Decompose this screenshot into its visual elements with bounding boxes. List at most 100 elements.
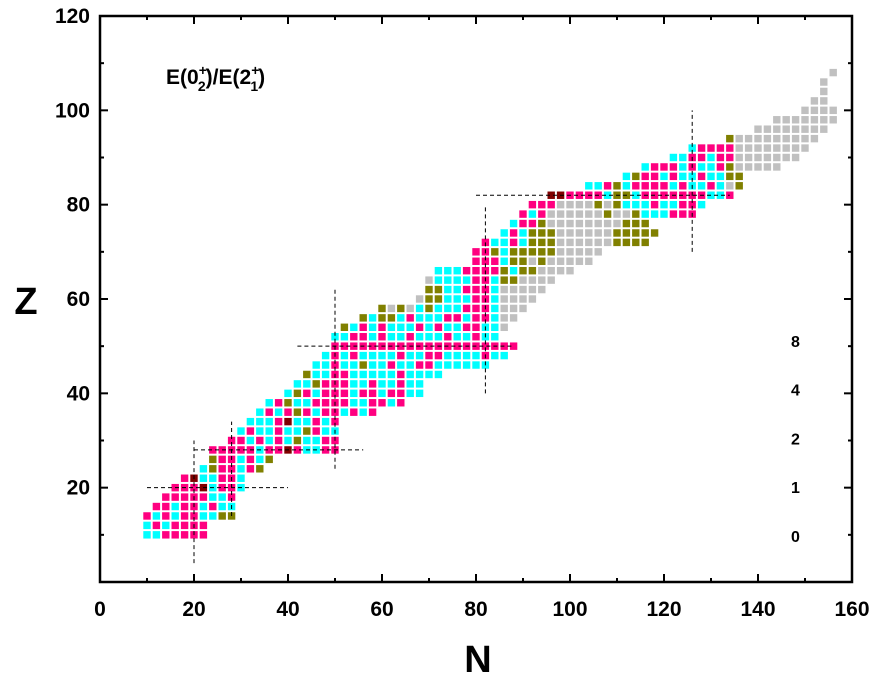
- nucleus-cell: [190, 483, 198, 492]
- nucleus-cell: [519, 304, 527, 313]
- nucleus-cell: [218, 455, 226, 464]
- nucleus-cell: [415, 351, 424, 360]
- nucleus-cell: [547, 210, 555, 218]
- nucleus-cell: [538, 210, 546, 218]
- nucleus-cell: [434, 314, 443, 322]
- nucleus-cell: [246, 417, 255, 426]
- nucleus-cell: [538, 276, 546, 284]
- nucleus-cell: [312, 408, 320, 416]
- nucleus-cell: [340, 380, 349, 388]
- nucleus-cell: [641, 238, 649, 247]
- nucleus-cell: [453, 285, 461, 294]
- nucleus-cell: [669, 200, 678, 209]
- nucleus-cell: [538, 229, 546, 237]
- nucleus-cell: [218, 465, 226, 473]
- nucleus-cell: [321, 417, 330, 426]
- nucleus-cell: [519, 210, 527, 218]
- nucleus-cell: [143, 521, 151, 530]
- x-tick-label: 80: [464, 598, 487, 621]
- nucleus-cell: [434, 285, 443, 294]
- nucleus-cell: [697, 163, 706, 171]
- nucleus-cell: [519, 295, 527, 303]
- nucleus-cell: [444, 351, 452, 360]
- nucleus-cell: [472, 333, 480, 341]
- nucleus-cell: [566, 229, 574, 237]
- nucleus-cell: [726, 144, 734, 152]
- nucleus-cell: [397, 323, 405, 332]
- nucleus-cell: [538, 238, 546, 247]
- nucleus-cell: [594, 248, 602, 256]
- nucleus-cell: [434, 370, 443, 379]
- nucleus-cell: [321, 399, 330, 407]
- nucleus-cell: [284, 436, 292, 445]
- nucleus-cell: [801, 125, 809, 133]
- nucleus-cell: [415, 370, 424, 379]
- nucleus-cell: [556, 238, 565, 247]
- nucleus-cell: [763, 144, 772, 152]
- nucleus-cell: [810, 134, 819, 143]
- y-tick-label: 100: [55, 99, 90, 122]
- nucleus-cell: [180, 493, 189, 501]
- y-tick-label: 120: [55, 5, 90, 28]
- ratio-sub: 1: [250, 78, 258, 94]
- nucleus-cell: [820, 116, 828, 124]
- nucleus-cell: [603, 182, 612, 190]
- nucleus-cell: [209, 474, 217, 482]
- nucleus-cell: [650, 229, 659, 237]
- nucleus-cell: [209, 502, 217, 511]
- nucleus-cell: [491, 257, 499, 265]
- nucleus-cell: [632, 229, 640, 237]
- nucleus-cell: [613, 219, 621, 228]
- nucleus-cell: [378, 323, 386, 332]
- nucleus-cell: [500, 229, 508, 237]
- nucleus-cell: [509, 248, 518, 256]
- nucleus-cell: [359, 361, 367, 369]
- nucleus-cell: [406, 351, 414, 360]
- nucleus-cell: [509, 229, 518, 237]
- nucleus-cell: [340, 333, 349, 341]
- nucleus-cell: [312, 370, 320, 379]
- nucleus-cell: [397, 370, 405, 379]
- nucleus-cell: [312, 427, 320, 435]
- nucleus-cell: [679, 163, 687, 171]
- nucleus-cell: [500, 285, 508, 294]
- nucleus-cell: [274, 408, 283, 416]
- nucleus-cell: [171, 521, 179, 530]
- nucleus-cell: [744, 153, 753, 162]
- nucleus-cell: [199, 465, 208, 473]
- nucleus-cell: [425, 361, 433, 369]
- nucleus-cell: [735, 153, 743, 162]
- y-tick-label: 40: [67, 382, 90, 405]
- nucleus-cell: [331, 361, 339, 369]
- legend-label: 0: [791, 529, 800, 546]
- nucleus-cell: [613, 200, 621, 209]
- nucleus-cell: [528, 229, 537, 237]
- nucleus-cell: [632, 219, 640, 228]
- nucleus-cell: [622, 182, 631, 190]
- nucleus-cell: [415, 295, 424, 303]
- nucleus-cell: [585, 257, 593, 265]
- nucleus-cell: [566, 219, 574, 228]
- nucleus-cell: [340, 370, 349, 379]
- nucleus-cell: [707, 182, 715, 190]
- nucleus-cell: [397, 314, 405, 322]
- nucleus-cell: [575, 200, 584, 209]
- nucleus-cell: [547, 266, 555, 275]
- nucleus-cell: [820, 78, 828, 86]
- nucleus-cell: [293, 408, 302, 416]
- nucleus-cell: [378, 380, 386, 388]
- nucleus-cell: [622, 238, 631, 247]
- nucleus-cell: [462, 295, 471, 303]
- nucleus-cell: [368, 361, 377, 369]
- nucleus-cell: [312, 436, 320, 445]
- nucleus-cell: [321, 361, 330, 369]
- nucleus-cell: [444, 276, 452, 284]
- nucleus-cell: [425, 314, 433, 322]
- nucleus-cell: [274, 427, 283, 435]
- nucleus-cell: [218, 502, 226, 511]
- nucleus-cell: [820, 106, 828, 115]
- nucleus-cell: [585, 219, 593, 228]
- nucleus-cell: [754, 153, 762, 162]
- nucleus-cell: [378, 304, 386, 313]
